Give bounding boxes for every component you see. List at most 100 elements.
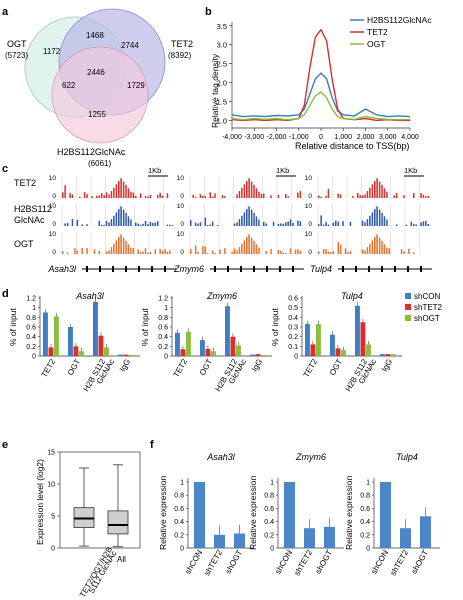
profile-x-ticks: -4,000 -3,000 -2,000 -1,000 0 1,000 2,000 3,000… [222, 128, 419, 141]
track-signal-bar [149, 252, 152, 254]
track-label-h2b-line1: H2BS112 [14, 204, 52, 214]
chip-y-tick-label: 1.2 [26, 296, 36, 303]
expr-chart-title: Zmym6 [295, 452, 326, 462]
track-signal-bar [130, 191, 132, 198]
track-exon [164, 266, 166, 272]
expr-y-tick-label: 0 [366, 546, 370, 553]
track-signal-bar [125, 212, 127, 226]
track-y-tick-top: 10 [49, 231, 57, 238]
track-signal-bar [115, 184, 118, 198]
chip-bar-shtet2 [98, 335, 104, 356]
track-signal-bar [159, 192, 161, 198]
chip-y-tick-label: 0 [32, 354, 36, 361]
chip-bar-shcon [175, 332, 180, 356]
chip-bar-shogt [54, 316, 59, 356]
track-signal-bar [86, 224, 88, 226]
track-signal-bar [263, 193, 265, 198]
expr-y-label: Relative expression [248, 476, 258, 550]
expr-y-tick-label: 0.6 [174, 506, 184, 513]
track-signal-bar [253, 240, 255, 254]
track-signal-bar [332, 222, 335, 226]
track-signal-bar [364, 194, 366, 198]
panel-label-c: c [2, 163, 8, 175]
track-signal-bar [289, 219, 292, 226]
box-y-tick-label: 10 [47, 482, 55, 489]
expr-y-tick-label: 0.6 [360, 506, 370, 513]
profile-x-label: Relative distance to TSS(bp) [295, 141, 409, 151]
track-y-tick-top: 10 [177, 175, 185, 182]
track-signal-bar [386, 219, 388, 226]
track-signal-bar [253, 212, 255, 226]
track-signal-bar [125, 184, 127, 198]
box-y-label: Expression level (log2) [35, 459, 45, 545]
track-signal-bar [243, 240, 246, 254]
venn-set-count-h2b: (6061) [88, 159, 111, 168]
track-signal-bar [214, 252, 216, 254]
track-signal-bar [127, 188, 130, 198]
expr-x-label: shCON [369, 548, 390, 575]
track-y-tick-bottom: 0 [180, 193, 184, 200]
expr-bar-shcon [380, 482, 391, 548]
track-signal-bar [76, 220, 79, 226]
chip-legend-shtet2: shTET2 [414, 303, 443, 312]
track-signal-bar [86, 194, 88, 198]
track-signal-bar [137, 249, 139, 254]
track-signal-bar [166, 193, 169, 198]
expr-bar-shcon [194, 482, 205, 548]
track-signal-bar [96, 195, 98, 198]
track-signal-bar [357, 193, 359, 198]
track-signal-bar [127, 244, 130, 254]
profile-x-tick-label: 4,000 [401, 134, 419, 141]
track-signal-bar [132, 248, 135, 254]
track-signal-bar [325, 249, 327, 254]
track-exon [227, 266, 229, 272]
chip-x-label: IgG [250, 358, 264, 374]
track-signal-bar [154, 222, 156, 226]
track-signal-bar [202, 195, 204, 198]
track-signal-bar [243, 212, 246, 226]
venn-set-name-tet2: TET2 [171, 39, 193, 49]
chip-bar-shcon [250, 354, 255, 356]
profile-x-tick-label: 0 [319, 134, 323, 141]
track-signal-bar [292, 222, 294, 226]
expr-bar-shogt [324, 526, 335, 548]
chip-bar-shcon [305, 324, 310, 356]
track-signal-bar [202, 246, 204, 254]
chip-y-tick-label: 0.2 [288, 334, 298, 341]
track-signal-bar [422, 221, 425, 226]
track-signal-bar [105, 220, 108, 226]
track-signal-bar [118, 209, 120, 226]
panel-label-e: e [2, 439, 8, 451]
profile-x-tick-label: 1,000 [334, 134, 352, 141]
venn-set-count-ogt: (5723) [5, 51, 28, 60]
track-signal-bar [66, 252, 69, 254]
track-signal-bar [159, 248, 161, 254]
track-signal-bar [216, 225, 219, 226]
track-signal-bar [280, 250, 282, 254]
track-signal-bar [403, 195, 405, 198]
track-signal-bar [142, 251, 144, 254]
track-signal-bar [132, 192, 135, 198]
track-signal-bar [277, 195, 280, 198]
track-signal-bar [101, 224, 103, 226]
track-signal-bar [369, 243, 371, 254]
track-signal-bar [248, 206, 250, 226]
track-signal-bar [71, 194, 74, 198]
track-signal-bar [386, 247, 388, 254]
chip-x-label: IgG [380, 358, 394, 374]
expr-y-tick-label: 0.2 [360, 532, 370, 539]
track-signal-bar [297, 249, 299, 254]
track-signal-bar [169, 250, 171, 254]
legend-label-tet2: TET2 [367, 27, 388, 37]
track-signal-bar [122, 181, 125, 198]
track-signal-bar [110, 219, 113, 226]
track-signal-bar [376, 206, 378, 226]
track-signal-bar [395, 192, 398, 198]
profile-y-tick-label: 2.0 [217, 79, 227, 88]
track-signal-bar [349, 250, 352, 254]
chip-x-label: TET2 [172, 357, 190, 379]
track-signal-bar [91, 196, 93, 198]
chip-y-tick-label: 0.6 [158, 325, 168, 332]
track-signal-bar [76, 250, 79, 254]
track-signal-bar [318, 251, 320, 254]
